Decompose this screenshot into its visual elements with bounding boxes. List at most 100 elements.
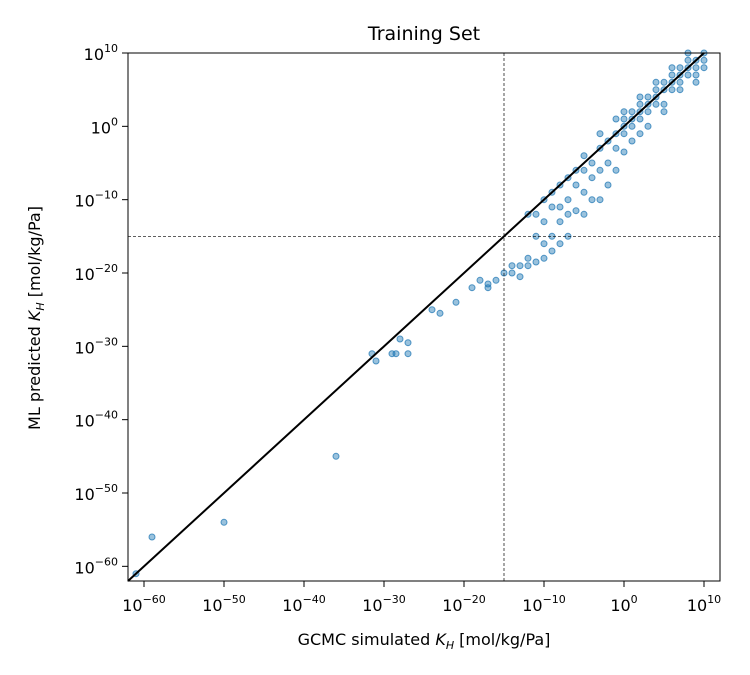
y-tick-exponent: −20 bbox=[95, 262, 118, 275]
x-axis-label-sub: H bbox=[446, 639, 454, 652]
data-point bbox=[556, 240, 564, 248]
data-point bbox=[620, 108, 628, 116]
y-tick-label: 100 bbox=[91, 115, 118, 137]
data-point bbox=[636, 93, 644, 101]
y-tick-base: 10 bbox=[74, 485, 94, 504]
x-tick-exponent: 10 bbox=[707, 593, 721, 606]
y-tick-base: 10 bbox=[91, 118, 111, 137]
data-point bbox=[620, 148, 628, 156]
x-tick-base: 10 bbox=[202, 596, 222, 615]
x-tick-base: 10 bbox=[687, 596, 707, 615]
reference-lines-layer bbox=[127, 52, 720, 582]
data-point bbox=[644, 93, 652, 101]
y-tick-exponent: −50 bbox=[95, 482, 118, 495]
x-tick-label: 10−30 bbox=[362, 593, 406, 615]
data-point bbox=[540, 218, 548, 226]
plot-frame bbox=[127, 52, 721, 582]
data-point bbox=[476, 276, 484, 284]
data-point bbox=[392, 350, 400, 358]
y-tick-label: 1010 bbox=[84, 42, 118, 64]
data-point bbox=[580, 188, 588, 196]
data-point bbox=[596, 130, 604, 138]
data-point bbox=[508, 269, 516, 277]
data-point bbox=[644, 108, 652, 116]
y-tick-base: 10 bbox=[74, 192, 94, 211]
data-point bbox=[532, 258, 540, 266]
data-point bbox=[612, 166, 620, 174]
data-point bbox=[636, 130, 644, 138]
y-tick-label: 10−60 bbox=[74, 555, 118, 577]
data-point bbox=[372, 357, 380, 365]
data-point bbox=[596, 196, 604, 204]
data-point bbox=[556, 218, 564, 226]
x-tick-label: 10−60 bbox=[122, 593, 166, 615]
data-point bbox=[628, 108, 636, 116]
data-point bbox=[588, 196, 596, 204]
data-point bbox=[652, 86, 660, 94]
data-point bbox=[604, 181, 612, 189]
y-tick-base: 10 bbox=[74, 338, 94, 357]
data-point bbox=[484, 280, 492, 288]
data-point bbox=[660, 100, 668, 108]
data-point bbox=[548, 203, 556, 211]
y-tick-base: 10 bbox=[74, 412, 94, 431]
data-point bbox=[148, 533, 156, 541]
x-tick-exponent: −50 bbox=[223, 593, 246, 606]
data-point bbox=[556, 203, 564, 211]
y-tick-exponent: −30 bbox=[95, 335, 118, 348]
data-point bbox=[332, 452, 340, 460]
y-tick-exponent: 0 bbox=[111, 115, 118, 128]
y-tick-exponent: −60 bbox=[95, 555, 118, 568]
data-point bbox=[452, 298, 460, 306]
y-tick-label: 10−50 bbox=[74, 482, 118, 504]
data-point bbox=[580, 210, 588, 218]
data-point bbox=[652, 100, 660, 108]
y-axis-label-suffix: [mol/kg/Pa] bbox=[25, 206, 44, 302]
data-point bbox=[524, 254, 532, 262]
data-point bbox=[636, 100, 644, 108]
data-point bbox=[404, 339, 412, 347]
y-tick-base: 10 bbox=[84, 45, 104, 64]
data-point bbox=[636, 115, 644, 123]
data-point bbox=[564, 210, 572, 218]
y-tick-exponent: −10 bbox=[95, 189, 118, 202]
y-axis-label-var: K bbox=[25, 309, 44, 321]
data-point bbox=[492, 276, 500, 284]
data-point bbox=[668, 71, 676, 79]
data-point bbox=[524, 262, 532, 270]
data-point bbox=[692, 78, 700, 86]
data-point bbox=[516, 273, 524, 281]
data-point bbox=[652, 78, 660, 86]
data-point bbox=[628, 137, 636, 145]
x-tick-label: 10−40 bbox=[282, 593, 326, 615]
data-point bbox=[668, 86, 676, 94]
data-point bbox=[564, 196, 572, 204]
y-tick-label: 10−10 bbox=[74, 189, 118, 211]
data-point bbox=[620, 115, 628, 123]
x-tick-label: 10−20 bbox=[442, 593, 486, 615]
x-tick-exponent: −30 bbox=[383, 593, 406, 606]
data-point bbox=[684, 56, 692, 64]
data-point bbox=[684, 71, 692, 79]
y-axis-label: ML predicted KH [mol/kg/Pa] bbox=[25, 206, 47, 430]
x-tick-base: 10 bbox=[362, 596, 382, 615]
chart-title: Training Set bbox=[367, 23, 480, 45]
data-point bbox=[700, 56, 708, 64]
data-point bbox=[580, 166, 588, 174]
y-tick-base: 10 bbox=[74, 558, 94, 577]
x-axis-label-prefix: GCMC simulated bbox=[298, 630, 436, 649]
x-tick-base: 10 bbox=[442, 596, 462, 615]
y-tick-label: 10−40 bbox=[74, 409, 118, 431]
x-tick-exponent: −10 bbox=[543, 593, 566, 606]
data-point bbox=[508, 262, 516, 270]
x-tick-label: 100 bbox=[610, 593, 637, 615]
data-point bbox=[660, 78, 668, 86]
x-axis-label-suffix: [mol/kg/Pa] bbox=[454, 630, 550, 649]
data-point bbox=[468, 284, 476, 292]
data-point bbox=[692, 64, 700, 72]
data-point bbox=[676, 78, 684, 86]
x-tick-exponent: −60 bbox=[143, 593, 166, 606]
x-tick-base: 10 bbox=[610, 596, 630, 615]
